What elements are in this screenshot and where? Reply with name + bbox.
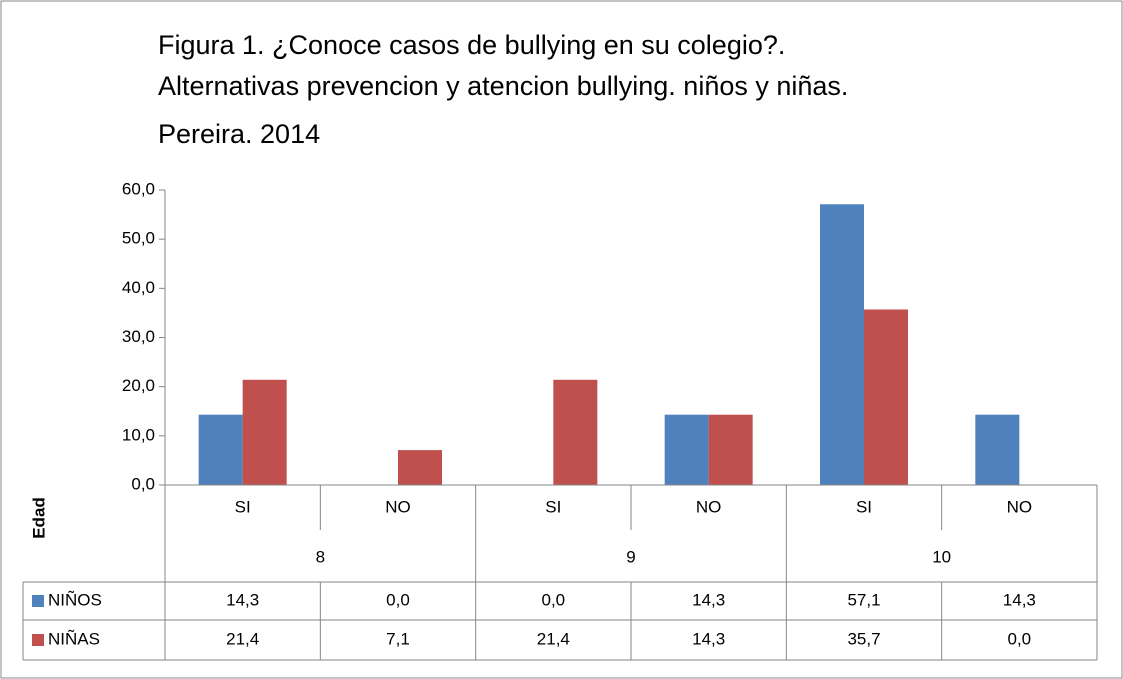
x-tick-label: NO <box>385 497 411 516</box>
chart-title: Figura 1. ¿Conoce casos de bullying en s… <box>158 30 785 60</box>
table-value: 0,0 <box>386 590 410 609</box>
legend-key <box>32 595 44 607</box>
bar <box>975 414 1020 485</box>
x-tick-label: SI <box>545 497 561 516</box>
bar <box>820 204 864 485</box>
x-tick-label: NO <box>1007 497 1033 516</box>
table-value: 21,4 <box>226 629 259 648</box>
table-value: 57,1 <box>847 590 880 609</box>
y-tick-label: 10,0 <box>122 425 155 444</box>
bar <box>708 414 753 485</box>
table-value: 14,3 <box>692 590 725 609</box>
group-label: 9 <box>626 547 635 566</box>
table-value: 0,0 <box>542 590 566 609</box>
y-tick-label: 0,0 <box>131 474 155 493</box>
y-tick-label: 40,0 <box>122 278 155 297</box>
table-value: 35,7 <box>847 629 880 648</box>
chart-title: Alternativas prevencion y atencion bully… <box>158 71 848 101</box>
bar <box>664 414 709 485</box>
legend-label: NIÑAS <box>48 629 100 648</box>
bar <box>398 450 442 485</box>
x-tick-label: SI <box>856 497 872 516</box>
table-value: 7,1 <box>386 629 410 648</box>
y-tick-label: 50,0 <box>122 229 155 248</box>
table-value: 0,0 <box>1008 629 1032 648</box>
table-value: 21,4 <box>537 629 570 648</box>
table-value: 14,3 <box>692 629 725 648</box>
table-value: 14,3 <box>226 590 259 609</box>
legend-label: NIÑOS <box>48 590 102 609</box>
y-tick-label: 30,0 <box>122 327 155 346</box>
x-axis-label: Edad <box>29 497 48 539</box>
y-tick-label: 60,0 <box>122 179 155 198</box>
y-tick-label: 20,0 <box>122 376 155 395</box>
x-tick-label: SI <box>235 497 251 516</box>
group-label: 8 <box>316 547 325 566</box>
group-label: 10 <box>932 547 951 566</box>
legend-key <box>32 634 44 646</box>
chart-subtitle: Pereira. 2014 <box>158 119 320 149</box>
x-tick-label: NO <box>696 497 722 516</box>
bar <box>553 379 598 485</box>
table-value: 14,3 <box>1003 590 1036 609</box>
bar <box>864 309 908 485</box>
bar <box>242 379 287 485</box>
bar <box>198 414 243 485</box>
